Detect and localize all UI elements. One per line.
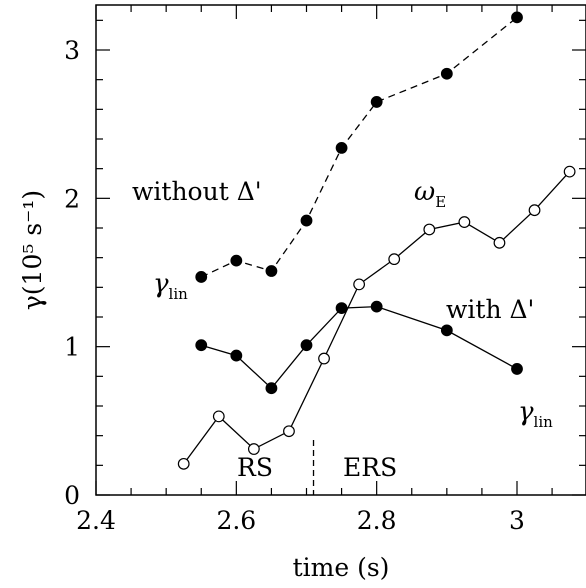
annotation-omega-e: ωE — [414, 177, 446, 211]
gamma-symbol: γ — [153, 269, 169, 299]
data-point-filled — [440, 67, 453, 80]
data-point-filled — [265, 265, 278, 277]
omega-subscript: E — [435, 193, 446, 211]
data-point-open — [353, 278, 366, 291]
plot-frame — [95, 4, 586, 496]
gamma-subscript: lin — [169, 285, 189, 303]
omega-symbol: ω — [414, 177, 435, 207]
data-point-filled — [370, 300, 383, 313]
series-lines — [183, 16, 571, 465]
x-tick-label: 2.6 — [216, 506, 256, 535]
data-point-open — [388, 253, 401, 266]
data-point-open — [212, 410, 225, 423]
data-point-filled — [195, 271, 208, 283]
x-tick-label: 2.4 — [76, 506, 116, 535]
data-point-open — [177, 457, 190, 470]
annotation-gamma-lin-upper: γlin — [153, 269, 188, 303]
data-point-open — [283, 425, 295, 438]
series-line-2 — [183, 171, 571, 465]
data-point-filled — [511, 363, 523, 375]
annotation-rs: RS — [237, 453, 273, 482]
data-point-open — [458, 216, 471, 228]
y-tick-label: 2 — [64, 184, 80, 213]
axis-tick-labels: 2.4 2.6 2.8 3 0 1 2 3 — [64, 36, 525, 535]
data-point-filled — [440, 324, 453, 337]
y-tick-label: 3 — [64, 36, 80, 65]
data-point-filled — [265, 382, 278, 395]
data-point-open — [493, 236, 506, 249]
data-point-filled — [335, 141, 348, 154]
data-point-filled — [300, 214, 313, 227]
x-tick-label: 2.8 — [357, 506, 397, 535]
series-points — [177, 11, 576, 470]
series-line-0 — [200, 16, 518, 278]
axis-ticks — [95, 5, 586, 496]
data-point-open — [528, 204, 541, 217]
data-point-filled — [300, 339, 313, 352]
x-tick-label: 3 — [509, 506, 525, 535]
x-axis-label: time (s) — [293, 553, 390, 582]
gamma-subscript: lin — [534, 413, 554, 431]
y-tick-label: 1 — [64, 333, 80, 362]
annotation-with-delta: with Δ' — [446, 295, 534, 324]
data-point-open — [563, 165, 576, 178]
annotation-gamma-lin-lower: γlin — [518, 397, 553, 431]
series-line-1 — [201, 305, 518, 390]
annotation-ers: ERS — [343, 453, 397, 482]
gamma-symbol: γ — [518, 397, 534, 427]
data-point-open — [423, 223, 436, 236]
data-point-filled — [511, 11, 523, 24]
data-point-open — [247, 443, 260, 455]
annotation-without-delta: without Δ' — [132, 177, 262, 206]
data-point-open — [318, 352, 330, 365]
y-tick-label: 0 — [64, 481, 80, 510]
data-point-filled — [230, 254, 243, 267]
data-point-filled — [370, 96, 383, 108]
data-point-filled — [335, 302, 348, 315]
y-axis-label: γ(10⁵ s⁻¹) — [18, 190, 47, 310]
data-point-filled — [195, 339, 208, 352]
data-point-filled — [230, 349, 243, 362]
